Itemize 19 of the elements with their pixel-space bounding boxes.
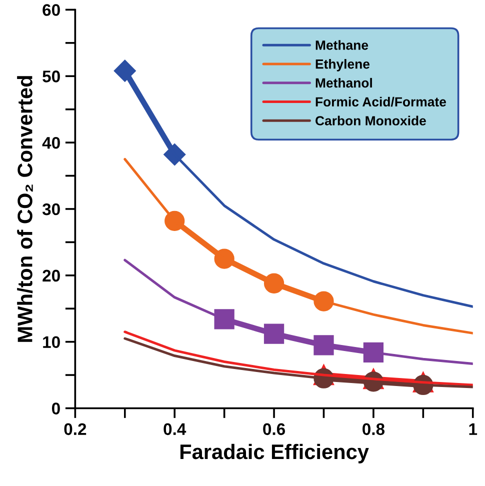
y-tick-label: 60 (42, 4, 60, 16)
legend-label: Ethylene (316, 59, 370, 72)
y-tick-label: 50 (42, 70, 60, 82)
legend-label: Carbon Monoxide (316, 116, 426, 126)
legend-label: Methanol (316, 78, 372, 88)
y-tick-label: 10 (43, 336, 60, 348)
y-tick-label: 0 (52, 402, 60, 414)
x-tick-label: 1 (469, 423, 478, 435)
x-axis-title: Faradaic Efficiency (180, 444, 369, 464)
x-tick-label: 0.4 (164, 423, 186, 436)
legend-label: Methane (316, 40, 368, 50)
legend-label: Formic Acid/Formate (316, 96, 446, 107)
y-tick-label: 30 (42, 203, 60, 216)
x-tick-label: 0.2 (64, 423, 86, 436)
y-axis-title: MWh/ton of CO₂ Converted (17, 76, 33, 342)
x-tick-label: 0.6 (263, 423, 286, 436)
y-tick-label: 20 (42, 270, 60, 282)
x-tick-label: 0.8 (362, 423, 385, 436)
y-tick-label: 40 (42, 136, 60, 149)
